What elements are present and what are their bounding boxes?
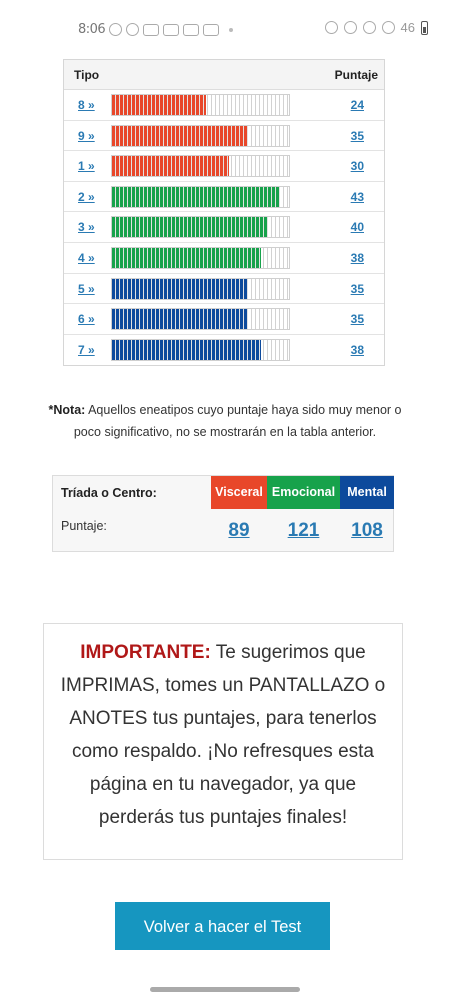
triad-header-visceral: Visceral <box>211 476 267 509</box>
status-right-group: 46 <box>324 20 428 35</box>
score-row: 8 » 24 <box>64 90 384 121</box>
score-row: 4 » 38 <box>64 243 384 274</box>
triad-score-visceral[interactable]: 89 <box>228 520 250 541</box>
youtube-icon <box>183 23 200 36</box>
score-value-link[interactable]: 35 <box>350 312 364 327</box>
score-value-link[interactable]: 43 <box>350 189 364 204</box>
mute-icon <box>362 21 376 34</box>
score-row: 3 » 40 <box>64 212 384 243</box>
score-bar-fill <box>112 309 249 330</box>
important-box: IMPORTANTE: Te sugerimos que IMPRIMAS, t… <box>43 623 403 860</box>
score-bar <box>111 155 290 178</box>
triad-header-mental: Mental <box>340 476 394 509</box>
triad-score-emocional[interactable]: 121 <box>287 520 320 541</box>
important-body: Te sugerimos que IMPRIMAS, tomes un PANT… <box>60 642 386 828</box>
score-row: 9 » 35 <box>64 121 384 152</box>
header-puntaje: Puntaje <box>334 68 378 82</box>
score-row: 1 » 30 <box>64 151 384 182</box>
score-bar-fill <box>112 217 268 238</box>
score-bar <box>111 185 290 208</box>
score-value-link[interactable]: 38 <box>350 250 364 265</box>
triad-header-emocional: Emocional <box>267 476 340 509</box>
signal-text: 46 <box>400 20 415 35</box>
triad-score-label: Puntaje: <box>61 519 107 533</box>
score-bar-fill <box>112 339 261 360</box>
score-bar-fill <box>112 186 281 207</box>
score-bar-fill <box>112 156 229 177</box>
battery-icon <box>421 20 428 35</box>
alarm-icon <box>324 21 338 34</box>
score-row: 6 » 35 <box>64 304 384 335</box>
important-text: IMPORTANTE: Te sugerimos que IMPRIMAS, t… <box>54 636 392 834</box>
app-icon <box>126 23 140 36</box>
retake-test-button[interactable]: Volver a hacer el Test <box>115 902 330 950</box>
home-indicator[interactable] <box>150 987 300 992</box>
score-value-link[interactable]: 40 <box>350 220 364 235</box>
score-bar <box>111 277 290 300</box>
status-left-group: 8:06 <box>78 22 234 37</box>
enneatype-link[interactable]: 2 » <box>78 189 95 204</box>
enneatype-link[interactable]: 4 » <box>78 250 95 265</box>
score-bar-fill <box>112 125 249 146</box>
headset-icon <box>343 21 357 34</box>
wifi-icon <box>381 21 395 34</box>
header-tipo: Tipo <box>74 68 100 82</box>
score-bar <box>111 124 290 147</box>
score-value-link[interactable]: 35 <box>350 281 364 296</box>
score-value-link[interactable]: 24 <box>350 98 364 112</box>
enneatype-link[interactable]: 8 » <box>78 98 95 112</box>
enneatype-link[interactable]: 6 » <box>78 312 95 327</box>
score-table-body: 8 » 24 9 » 35 1 » 30 2 » 43 3 » 40 4 » 38 5 » 35 6 » 35… <box>64 90 384 365</box>
score-table-header: Tipo Puntaje <box>64 60 384 90</box>
enneatype-link[interactable]: 7 » <box>78 342 95 357</box>
notification-icon <box>109 23 123 36</box>
triad-score-mental[interactable]: 108 <box>351 520 383 541</box>
score-row: 2 » 43 <box>64 182 384 213</box>
score-value-link[interactable]: 30 <box>350 159 364 174</box>
enneatype-link[interactable]: 9 » <box>78 128 95 143</box>
note-text: *Nota: Aquellos eneatipos cuyo puntaje h… <box>40 399 410 443</box>
score-bar <box>111 246 290 269</box>
youtube-icon <box>143 23 160 36</box>
score-bar-fill <box>112 95 206 115</box>
score-bar <box>111 94 290 116</box>
score-bar <box>111 308 290 331</box>
status-bar: 8:06 46 <box>0 0 450 60</box>
triad-table: Tríada o Centro: Puntaje: Visceral Emoci… <box>52 475 394 552</box>
score-value-link[interactable]: 38 <box>350 342 364 357</box>
score-bar-fill <box>112 247 261 268</box>
status-time: 8:06 <box>78 22 106 37</box>
note-label: *Nota: <box>48 403 86 417</box>
score-row: 5 » 35 <box>64 274 384 305</box>
important-label: IMPORTANTE: <box>80 642 211 663</box>
more-dot-icon <box>229 27 234 32</box>
score-value-link[interactable]: 35 <box>350 128 364 143</box>
enneatype-link[interactable]: 5 » <box>78 281 95 296</box>
score-bar-fill <box>112 278 249 299</box>
score-bar <box>111 216 290 239</box>
youtube-icon <box>203 23 220 36</box>
triad-label: Tríada o Centro: <box>61 486 157 500</box>
enneatype-link[interactable]: 1 » <box>78 159 95 174</box>
note-body: Aquellos eneatipos cuyo puntaje haya sid… <box>73 403 402 439</box>
enneatype-link[interactable]: 3 » <box>78 220 95 235</box>
score-row: 7 » 38 <box>64 335 384 366</box>
youtube-icon <box>163 23 180 36</box>
score-bar <box>111 338 290 361</box>
score-table: Tipo Puntaje 8 » 24 9 » 35 1 » 30 2 » 43 3 » 40 4 … <box>63 59 385 367</box>
